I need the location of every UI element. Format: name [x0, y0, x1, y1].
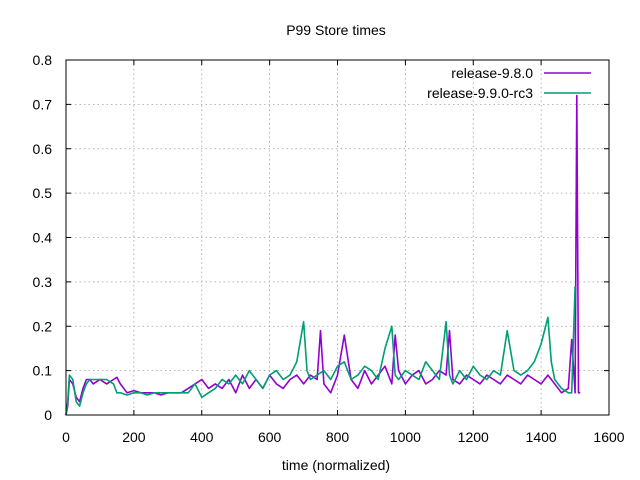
y-tick-label: 0: [44, 407, 52, 423]
grid: [66, 60, 609, 415]
x-tick-label: 400: [190, 429, 214, 445]
y-tick-label: 0.2: [33, 318, 53, 334]
x-tick-label: 200: [122, 429, 146, 445]
x-tick-label: 1400: [526, 429, 557, 445]
y-tick-label: 0.6: [33, 141, 53, 157]
x-tick-label: 800: [326, 429, 350, 445]
x-tick-label: 1000: [390, 429, 421, 445]
y-tick-label: 0.4: [33, 230, 53, 246]
y-tick-label: 0.1: [33, 363, 53, 379]
series-group: [65, 94, 581, 416]
y-tick-label: 0.5: [33, 185, 53, 201]
series-line-release-9-9-0-rc3: [65, 286, 576, 416]
series-line-release-9-8-0: [65, 94, 581, 416]
x-tick-label: 0: [62, 429, 70, 445]
legend-label-release-9-9-0-rc3: release-9.9.0-rc3: [427, 85, 533, 101]
axis-ticks: 0 200 400 600 800 1000 1200 1400 1600 0 0.1 0.2 0.3 0…: [33, 52, 625, 445]
chart-title: P99 Store times: [286, 22, 386, 38]
x-tick-label: 1200: [458, 429, 489, 445]
x-axis-label: time (normalized): [282, 457, 390, 473]
y-tick-label: 0.7: [33, 96, 53, 112]
x-tick-label: 600: [258, 429, 282, 445]
y-tick-label: 0.3: [33, 274, 53, 290]
y-tick-label: 0.8: [33, 52, 53, 68]
legend-label-release-9-8-0: release-9.8.0: [451, 65, 533, 81]
x-tick-label: 1600: [593, 429, 624, 445]
legend: release-9.8.0 release-9.9.0-rc3: [427, 65, 591, 101]
